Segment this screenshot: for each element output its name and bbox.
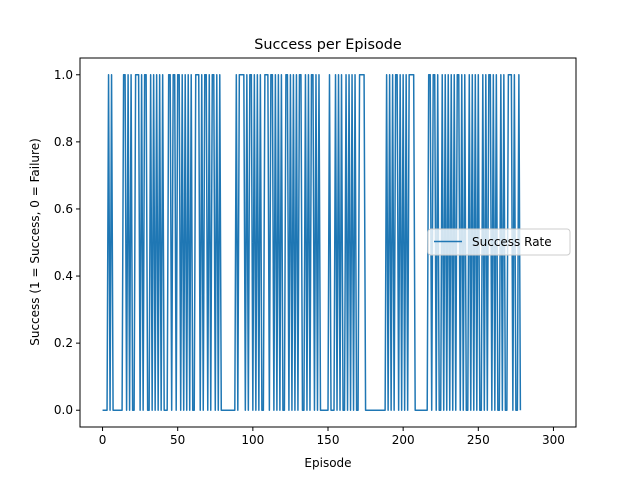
y-tick-label: 0.2 [54,336,73,350]
x-tick-label: 100 [241,433,264,447]
axis-ticks: 0 50 100 150 200 250 300 0.0 0.2 0.4 0.6 0.8 1.0 [54,68,565,447]
axes-frame [79,57,577,428]
y-tick-label: 0.6 [54,202,73,216]
legend: Success Rate [427,228,571,256]
series-line-success-rate [102,74,522,411]
x-tick-label: 250 [467,433,490,447]
x-tick-label: 0 [99,433,107,447]
y-tick-label: 0.0 [54,403,73,417]
y-tick-label: 0.4 [54,269,73,283]
y-tick-label: 1.0 [54,68,73,82]
x-tick-label: 300 [542,433,565,447]
x-axis-label: Episode [304,456,351,470]
legend-box [427,228,571,256]
x-tick-label: 150 [317,433,340,447]
y-axis-label: Success (1 = Success, 0 = Failure) [28,138,42,346]
legend-label-success-rate: Success Rate [472,235,552,249]
x-tick-label: 50 [170,433,185,447]
y-tick-label: 0.8 [54,135,73,149]
chart-title: Success per Episode [254,37,402,53]
x-tick-label: 200 [392,433,415,447]
plot-area [102,74,522,411]
